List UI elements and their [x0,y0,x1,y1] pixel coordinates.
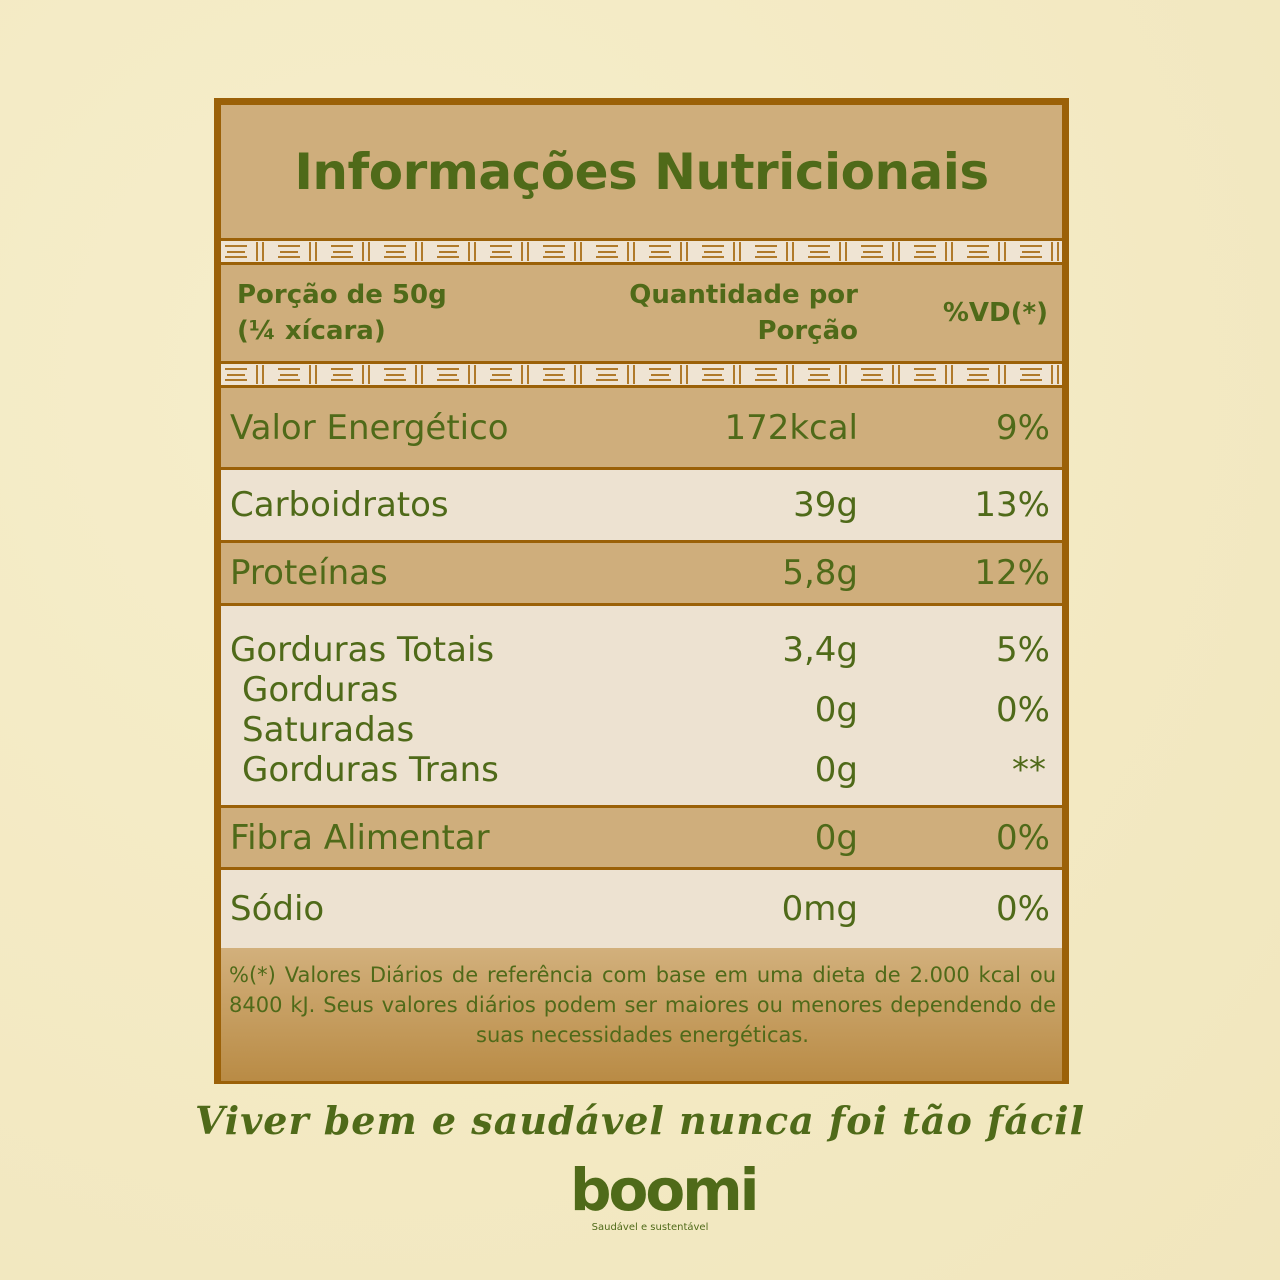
logo-slogan: Saudável e sustentável [591,1222,709,1233]
row-vd: 5% [996,630,1050,670]
pattern-unit [910,364,963,385]
row-label: Proteínas [230,553,388,593]
table-row: Carboidratos 39g 13% [221,470,1062,543]
row-label: Gorduras Trans [242,750,499,790]
pattern-unit [539,241,592,262]
row-vd: ** [1012,750,1046,790]
table-row: Fibra Alimentar 0g 0% [221,808,1062,870]
table-row: Sódio 0mg 0% [221,870,1062,948]
table-row: Valor Energético 172kcal 9% [221,388,1062,470]
pattern-unit [274,241,327,262]
row-vd: 0% [996,817,1050,858]
row-qty: 172kcal [724,407,858,448]
pattern-unit [539,364,592,385]
pattern-unit [486,241,539,262]
portion-measure: (¼ xícara) [237,316,386,346]
row-vd: 12% [974,553,1050,593]
pattern-unit [910,241,963,262]
pattern-unit [698,241,751,262]
pattern-unit [327,241,380,262]
row-vd: 13% [974,485,1050,525]
pattern-unit [645,241,698,262]
brand-logo: boomi Saudável e sustentável [570,1156,760,1233]
row-qty: 0g [814,750,858,790]
portion-label: Porção de 50g [237,280,447,310]
fats-group: Gorduras Totais 3,4g 5% Gorduras Saturadas… [221,606,1062,808]
table-row: Gorduras Saturadas 0g 0% [230,670,1050,750]
pattern-unit [486,364,539,385]
footnote: %(*) Valores Diários de referência com b… [221,948,1062,1081]
pattern-unit [433,241,486,262]
row-label: Fibra Alimentar [230,817,490,858]
pattern-unit [857,241,910,262]
pattern-unit [751,241,804,262]
pattern-unit [327,364,380,385]
table-header: Porção de 50g (¼ xícara) Quantidade por Po… [221,265,1062,361]
decorative-pattern [221,361,1062,388]
table-row: Gorduras Trans 0g ** [230,740,1050,800]
row-label: Sódio [230,889,325,929]
pattern-unit [592,364,645,385]
row-label: Carboidratos [230,485,449,525]
row-vd: 9% [996,407,1050,448]
pattern-unit [380,364,433,385]
logo-wordmark: boomi [570,1156,760,1224]
pattern-unit [698,364,751,385]
table-row: Gorduras Totais 3,4g 5% [230,620,1050,680]
pattern-unit [221,241,274,262]
pattern-unit [751,364,804,385]
pattern-unit [804,364,857,385]
pattern-unit [592,241,645,262]
qty-header: Quantidade por [629,280,858,310]
pattern-unit [1016,241,1062,262]
row-label: Gorduras Saturadas [242,670,415,750]
row-label: Gorduras Totais [230,630,495,670]
pattern-unit [380,241,433,262]
pattern-unit [1016,364,1062,385]
row-qty: 0mg [781,889,858,929]
pattern-unit [857,364,910,385]
table-row: Proteínas 5,8g 12% [221,543,1062,606]
row-vd: 0% [996,690,1050,730]
pattern-unit [433,364,486,385]
row-label: Valor Energético [230,407,509,448]
pattern-unit [804,241,857,262]
pattern-unit [221,364,274,385]
vd-header: %VD(*) [942,298,1048,328]
table-title: Informações Nutricionais [294,142,989,201]
pattern-unit [963,364,1016,385]
pattern-unit [645,364,698,385]
row-vd: 0% [996,889,1050,929]
row-qty: 39g [793,485,858,525]
nutrition-table: Informações Nutricionais Porção de 50g (¼… [214,98,1069,1084]
qty-header-2: Porção [757,316,858,346]
row-qty: 0g [814,817,858,858]
row-qty: 3,4g [782,630,858,670]
pattern-unit [963,241,1016,262]
decorative-pattern [221,238,1062,265]
row-qty: 5,8g [782,553,858,593]
row-qty: 0g [814,690,858,730]
tagline: Viver bem e saudável nunca foi tão fácil [194,1098,1086,1143]
pattern-unit [274,364,327,385]
